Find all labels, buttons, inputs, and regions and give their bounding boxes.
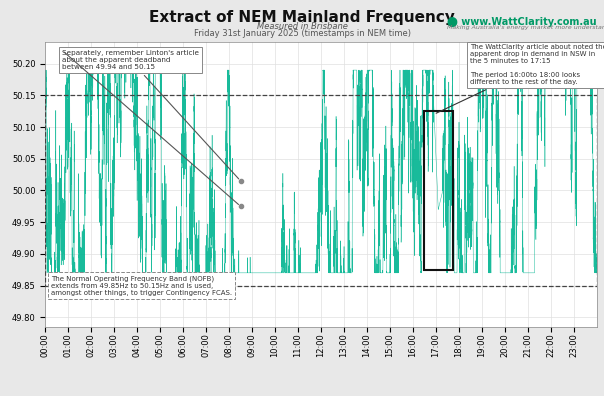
Text: Making Australia's energy market more understandable: Making Australia's energy market more un… [447, 25, 604, 30]
Bar [425, 111, 453, 270]
Text: ⬤ www.WattClarity.com.au: ⬤ www.WattClarity.com.au [447, 17, 597, 27]
Bar [45, 95, 597, 286]
Text: Extract of NEM Mainland Frequency: Extract of NEM Mainland Frequency [149, 10, 455, 25]
Text: Friday 31st January 2025 (timestamps in NEM time): Friday 31st January 2025 (timestamps in … [193, 29, 411, 38]
Text: The Normal Operating Frequency Band (NOFB)
extends from 49.85Hz to 50.15Hz and i: The Normal Operating Frequency Band (NOF… [51, 275, 232, 296]
Text: The WattClarity article about noted the
apparent drop in demand in NSW in
the 5 : The WattClarity article about noted the … [436, 44, 604, 113]
Text: Measured in Brisbane: Measured in Brisbane [257, 22, 347, 31]
Text: Separately, remember Linton's article
about the apparent deadband
between 49.94 : Separately, remember Linton's article ab… [62, 50, 239, 179]
